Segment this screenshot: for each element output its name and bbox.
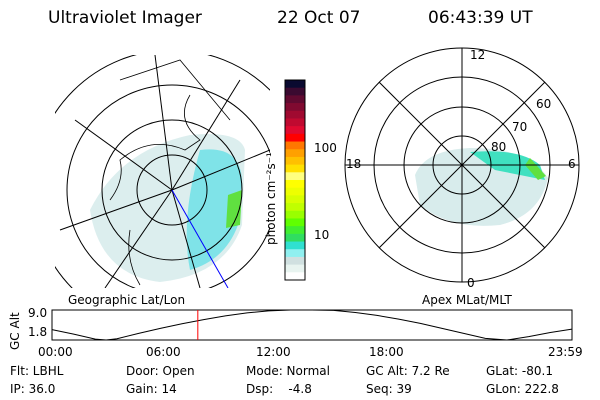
mlt-0-label: 0 <box>467 276 475 290</box>
dsp-status: Dsp: -4.8 <box>246 382 312 396</box>
door-status: Door: Open <box>126 364 195 378</box>
lat-60-label: 60 <box>536 97 552 111</box>
colorbar-swatch <box>285 133 305 143</box>
lat-80-label: 80 <box>491 140 507 154</box>
gain-status: Gain: 14 <box>126 382 177 396</box>
colorbar-frame <box>284 79 306 281</box>
date: 22 Oct 07 <box>277 8 361 28</box>
mlt-6-label: 6 <box>568 157 576 171</box>
right-panel-label: Apex MLat/MLT <box>422 293 512 307</box>
geographic-map <box>55 55 270 288</box>
y-tick-1.8: 1.8 <box>28 325 48 339</box>
x-tick-0600: 06:00 <box>146 345 181 359</box>
filter-status: Flt: LBHL <box>10 364 64 378</box>
colorbar-swatch <box>285 264 305 273</box>
gc-alt-status: GC Alt: 7.2 Re <box>366 364 450 378</box>
colorbar-swatch <box>285 187 305 196</box>
x-tick-0000: 00:00 <box>38 345 73 359</box>
lat-70-label: 70 <box>512 120 528 134</box>
ip-status: IP: 36.0 <box>10 382 56 396</box>
altitude-chart <box>51 309 573 341</box>
colorbar-swatch <box>285 156 305 166</box>
colorbar-swatch <box>285 87 305 96</box>
colorbar-tick-100: 100 <box>314 141 337 155</box>
mlt-12-label: 12 <box>470 48 486 62</box>
seq-status: Seq: 39 <box>366 382 412 396</box>
colorbar-swatch <box>285 110 305 119</box>
colorbar-swatch <box>285 172 305 181</box>
colorbar-tick-10: 10 <box>314 228 330 242</box>
colorbar-swatch <box>285 103 305 112</box>
colorbar <box>284 79 306 281</box>
altitude-line <box>51 309 573 341</box>
colorbar-swatch <box>285 118 305 127</box>
colorbar-swatch <box>285 195 305 204</box>
colorbar-swatch <box>285 95 305 104</box>
colorbar-swatch <box>285 210 305 219</box>
colorbar-swatch <box>285 226 305 235</box>
colorbar-swatch <box>285 233 305 243</box>
colorbar-swatch <box>285 203 305 212</box>
x-tick-1200: 12:00 <box>256 345 291 359</box>
left-panel-label: Geographic Lat/Lon <box>68 293 186 307</box>
x-tick-1800: 18:00 <box>369 345 404 359</box>
colorbar-swatch <box>285 256 305 266</box>
colorbar-swatch <box>285 180 305 189</box>
colorbar-swatch <box>285 80 305 89</box>
colorbar-swatch <box>285 249 305 258</box>
polar-mlat-mlt-grid <box>344 47 580 283</box>
colorbar-swatch <box>285 272 305 281</box>
colorbar-swatch <box>285 149 305 158</box>
glon-status: GLon: 222.8 <box>486 382 559 396</box>
colorbar-label: photon cm⁻²s⁻¹ <box>264 152 278 245</box>
colorbar-swatch <box>285 164 305 173</box>
x-tick-2359: 23:59 <box>548 345 583 359</box>
y-axis-label: GC Alt <box>8 312 22 350</box>
time: 06:43:39 UT <box>428 8 533 28</box>
y-tick-9: 9.0 <box>28 306 48 320</box>
colorbar-swatch <box>285 241 305 250</box>
instrument-title: Ultraviolet Imager <box>48 8 202 28</box>
mlt-18-label: 18 <box>346 157 362 171</box>
colorbar-swatch <box>285 126 305 135</box>
colorbar-swatch <box>285 218 305 227</box>
glat-status: GLat: -80.1 <box>486 364 553 378</box>
colorbar-swatch <box>285 141 305 150</box>
mode-status: Mode: Normal <box>246 364 330 378</box>
